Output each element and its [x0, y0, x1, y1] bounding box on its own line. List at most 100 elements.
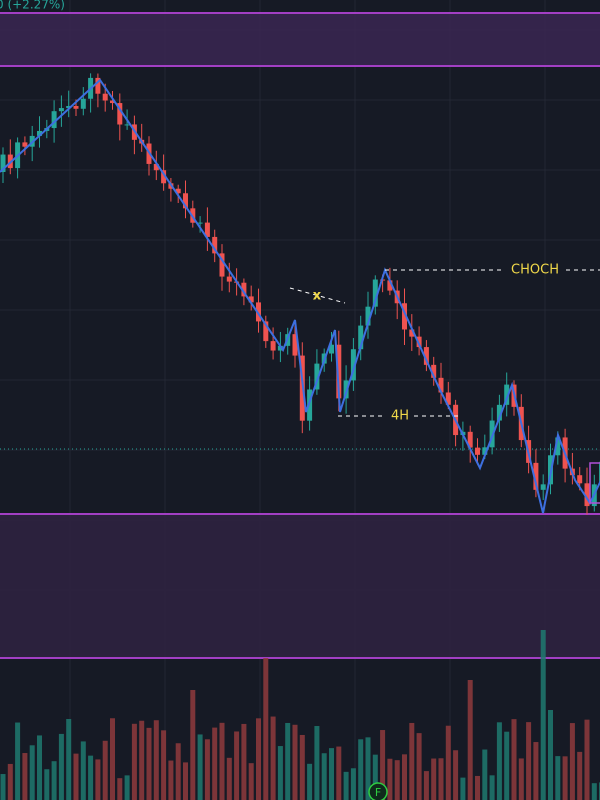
candle-body: [73, 105, 79, 109]
volume-bar: [219, 722, 225, 800]
candle-body: [504, 384, 510, 405]
volume-bar: [548, 710, 553, 800]
candle-body: [584, 483, 590, 507]
volume-bar: [504, 731, 510, 800]
volume-bar: [402, 754, 407, 800]
candle-body: [117, 103, 123, 125]
candle-body: [438, 377, 444, 393]
candle-body: [475, 447, 480, 455]
annotation-line: [289, 287, 346, 304]
volume-bar: [190, 690, 196, 800]
volume-bar: [475, 775, 480, 800]
volume-bar: [321, 753, 327, 800]
candle-body: [95, 77, 101, 94]
candle-body: [204, 222, 210, 237]
volume-bar: [292, 724, 298, 800]
volume-bar: [37, 735, 42, 800]
volume-bar: [438, 758, 444, 800]
volume-bar: [533, 742, 539, 800]
volume-bar: [241, 723, 247, 800]
candle-body: [482, 447, 488, 455]
candle-body: [0, 154, 6, 172]
volume-bar: [73, 753, 79, 800]
volume-bar: [387, 758, 393, 800]
candle-body: [256, 302, 261, 322]
candle-body: [577, 475, 583, 484]
candle-body: [22, 142, 28, 147]
volume-bar: [102, 740, 108, 800]
volume-bar: [234, 731, 240, 800]
volume-bar: [562, 756, 568, 800]
volume-bar: [212, 727, 218, 800]
volume-bar: [307, 763, 313, 800]
candle-body: [219, 253, 225, 277]
volume-bar: [124, 775, 130, 800]
candle-body: [496, 404, 502, 421]
candle-body: [277, 345, 283, 351]
candle-body: [540, 484, 546, 490]
candle-body: [51, 111, 57, 129]
candle-body: [197, 222, 203, 224]
candle-body: [58, 108, 64, 112]
volume-bar: [569, 723, 575, 800]
volume-bar: [161, 730, 167, 800]
volume-bar: [175, 743, 181, 800]
volume-bar: [453, 750, 459, 800]
volume-bar: [299, 734, 305, 800]
volume-bar: [350, 768, 356, 800]
volume-bar: [95, 759, 101, 800]
candle-body: [372, 279, 378, 307]
volume-bar: [416, 733, 422, 800]
volume-bar: [44, 769, 50, 800]
candle-body: [314, 363, 320, 390]
volume-bar: [263, 658, 269, 800]
volume-bar: [15, 722, 21, 800]
volume-bar: [482, 749, 488, 800]
candle-body: [212, 236, 218, 254]
annotation-label: x: [313, 289, 322, 304]
volume-bar: [526, 722, 532, 800]
candle-body: [183, 193, 188, 209]
volume-bar: [336, 746, 342, 800]
volume-bar: [314, 726, 320, 800]
candle-body: [467, 431, 473, 448]
volume-bar: [58, 733, 64, 800]
zigzag-line: [0, 78, 600, 514]
volume-bar: [88, 755, 94, 800]
candle-body: [533, 462, 539, 490]
volume-bar: [80, 741, 86, 800]
volume-bar: [460, 777, 466, 800]
volume-bar: [131, 723, 137, 800]
candle-body: [329, 344, 334, 354]
volume-bar: [496, 722, 502, 800]
candle-body: [248, 296, 254, 303]
candle-body: [445, 392, 451, 405]
candle-body: [343, 380, 349, 399]
volume-bar: [183, 762, 188, 800]
volume-bar: [555, 756, 561, 800]
event-marker[interactable]: [368, 782, 388, 800]
candle-body: [37, 130, 42, 136]
candle-body: [292, 334, 298, 356]
candle-body: [161, 170, 167, 184]
volume-bar: [365, 737, 371, 800]
candle-body: [241, 282, 247, 297]
candle-body: [66, 105, 72, 109]
candle-body: [387, 280, 393, 291]
candle-body: [80, 98, 86, 109]
volume-bar: [467, 680, 473, 800]
volume-bar: [256, 718, 261, 800]
candle-body: [226, 276, 232, 282]
candle-body: [175, 188, 181, 194]
volume-bar: [197, 734, 203, 800]
volume-bar: [226, 757, 232, 800]
volume-bar: [511, 719, 517, 800]
volume-bar: [445, 725, 451, 800]
candle-body: [358, 325, 364, 350]
volume-bar: [431, 758, 437, 800]
volume-bar: [0, 774, 6, 800]
volume-bar: [343, 771, 349, 800]
volume-bar: [153, 720, 159, 800]
